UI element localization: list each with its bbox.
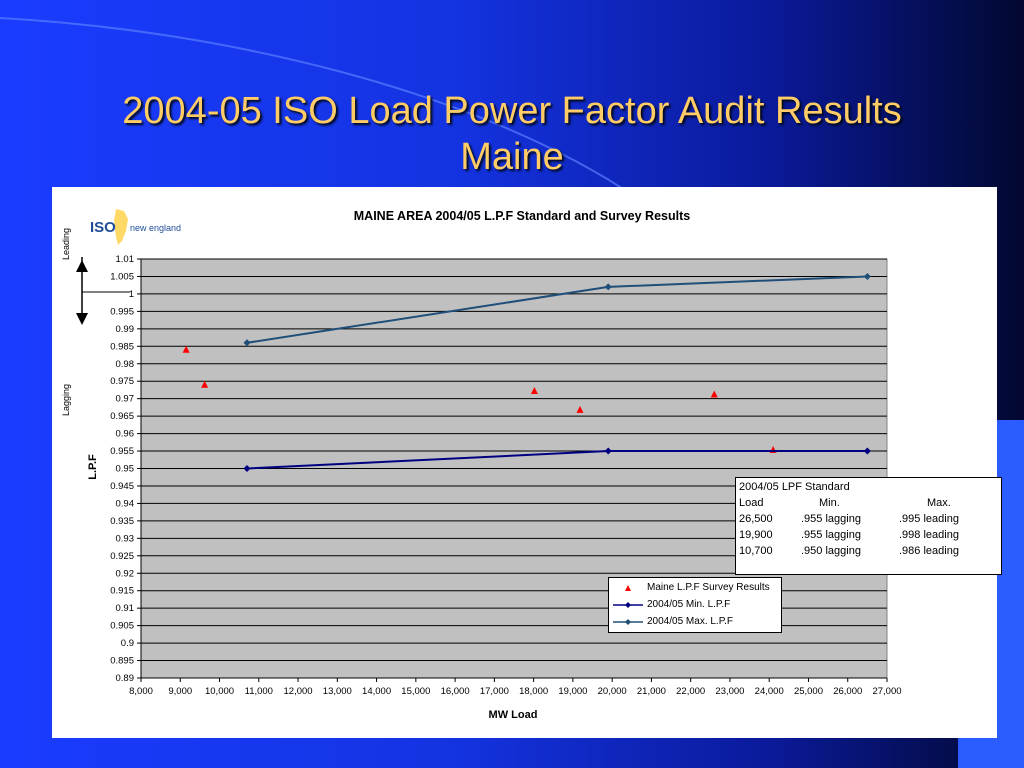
y-tick-label: 0.98: [116, 359, 135, 370]
data-point: [243, 339, 251, 347]
header-max: Max.: [927, 497, 951, 509]
row-max: .995 leading: [899, 513, 959, 525]
legend-label: 2004/05 Max. L.P.F: [647, 616, 733, 627]
row-load: 26,500: [739, 513, 773, 525]
x-tick-label: 18,000: [519, 686, 548, 697]
chart-panel: 0.89 0.895 0.9 0.905 0.91 0.915 0.92 0.925 0.93 0…: [52, 187, 1002, 738]
legend-label: 2004/05 Min. L.P.F: [647, 599, 731, 610]
logo-ne-text: new england: [130, 223, 181, 233]
y-tick-label: 0.9: [121, 638, 134, 649]
x-tick-label: 22,000: [676, 686, 705, 697]
row-min: .955 lagging: [801, 513, 861, 525]
standard-table-title: 2004/05 LPF Standard: [739, 481, 850, 493]
x-tick-label: 21,000: [637, 686, 666, 697]
row-load: 19,900: [739, 529, 773, 541]
row-max: .998 leading: [899, 529, 959, 541]
x-axis-label: MW Load: [489, 709, 538, 721]
y-tick-label: 1.005: [110, 271, 134, 282]
x-tick-label: 8,000: [129, 686, 153, 697]
x-tick-label: 9,000: [168, 686, 192, 697]
y-tick-label: 0.89: [116, 673, 135, 684]
series-1: [243, 447, 871, 472]
slide-title-line2: Maine: [460, 136, 564, 178]
x-tick-label: 27,000: [872, 686, 901, 697]
x-tick-label: 16,000: [441, 686, 470, 697]
data-point: [604, 447, 612, 455]
x-tick-label: 11,000: [245, 686, 273, 697]
data-point: [710, 390, 718, 398]
series-0: [182, 345, 777, 453]
y-tick-label: 1: [129, 289, 134, 300]
y-tick-label: 0.99: [116, 324, 135, 335]
slide-title-line1: 2004-05 ISO Load Power Factor Audit Resu…: [122, 90, 902, 132]
y-tick-label: 0.94: [116, 498, 135, 509]
data-point: [530, 386, 538, 394]
legend-label: Maine L.P.F Survey Results: [647, 582, 770, 593]
x-tick-label: 23,000: [715, 686, 744, 697]
leading-label: Leading: [61, 228, 71, 260]
y-tick-label: 0.905: [110, 621, 134, 632]
series-2: [243, 272, 871, 347]
x-tick-label: 25,000: [794, 686, 823, 697]
y-tick-label: 0.975: [110, 376, 134, 387]
legend-line-diamond-icon: [613, 602, 643, 608]
y-tick-label: 0.92: [116, 568, 135, 579]
row-max: .986 leading: [899, 545, 959, 557]
x-tick-label: 12,000: [284, 686, 313, 697]
chart-svg: 0.89 0.895 0.9 0.905 0.91 0.915 0.92 0.925 0.93 0…: [61, 209, 902, 721]
legend-line-diamond-icon: [613, 619, 643, 625]
y-tick-label: 0.895: [110, 656, 134, 667]
data-point: [863, 272, 871, 280]
data-point: [182, 345, 190, 353]
row-load: 10,700: [739, 545, 773, 557]
y-tick-label: 0.97: [116, 394, 135, 405]
x-tick-label: 14,000: [362, 686, 391, 697]
x-tick-label: 13,000: [323, 686, 352, 697]
x-tick-label: 20,000: [598, 686, 627, 697]
y-tick-label: 0.925: [110, 551, 134, 562]
y-tick-label: 0.915: [110, 586, 134, 597]
y-tick-label: 0.955: [110, 446, 134, 457]
header-load: Load: [739, 497, 764, 509]
x-tick-label: 19,000: [558, 686, 587, 697]
data-point: [863, 447, 871, 455]
y-tick-label: 0.91: [116, 603, 135, 614]
x-tick-label: 10,000: [205, 686, 234, 697]
direction-arrow: [76, 257, 130, 325]
header-min: Min.: [819, 497, 840, 509]
iso-logo: ISO new england: [88, 207, 186, 247]
row-min: .955 lagging: [801, 529, 861, 541]
standard-table: 2004/05 LPF Standard Load Min. Max. 26,5…: [735, 477, 1002, 575]
x-tick-label: 26,000: [833, 686, 862, 697]
logo-iso-text: ISO: [90, 219, 116, 236]
legend-triangle-icon: [625, 585, 631, 591]
y-tick-label: 0.935: [110, 516, 134, 527]
data-point: [604, 283, 612, 291]
y-tick-label: 0.93: [116, 533, 135, 544]
data-point: [201, 380, 209, 388]
y-tick-label: 0.995: [110, 306, 134, 317]
y-tick-label: 0.965: [110, 411, 134, 422]
x-tick-label: 17,000: [480, 686, 509, 697]
chart-legend: Maine L.P.F Survey Results 2004/05 Min. …: [608, 577, 782, 633]
data-point: [576, 405, 584, 413]
data-point: [243, 465, 251, 472]
x-tick-label: 15,000: [401, 686, 430, 697]
y-tick-label: 0.96: [116, 429, 135, 440]
slide-title: 2004-05 ISO Load Power Factor Audit Resu…: [0, 88, 1024, 180]
y-tick-label: 0.945: [110, 481, 134, 492]
y-tick-label: 1.01: [116, 254, 135, 265]
x-tick-label: 24,000: [755, 686, 784, 697]
row-min: .950 lagging: [801, 545, 861, 557]
chart-title: MAINE AREA 2004/05 L.P.F Standard and Su…: [354, 209, 690, 223]
y-tick-label: 0.985: [110, 341, 134, 352]
y-axis-label: L.P.F: [87, 454, 99, 480]
lagging-label: Lagging: [61, 384, 71, 416]
y-tick-label: 0.95: [116, 464, 135, 475]
